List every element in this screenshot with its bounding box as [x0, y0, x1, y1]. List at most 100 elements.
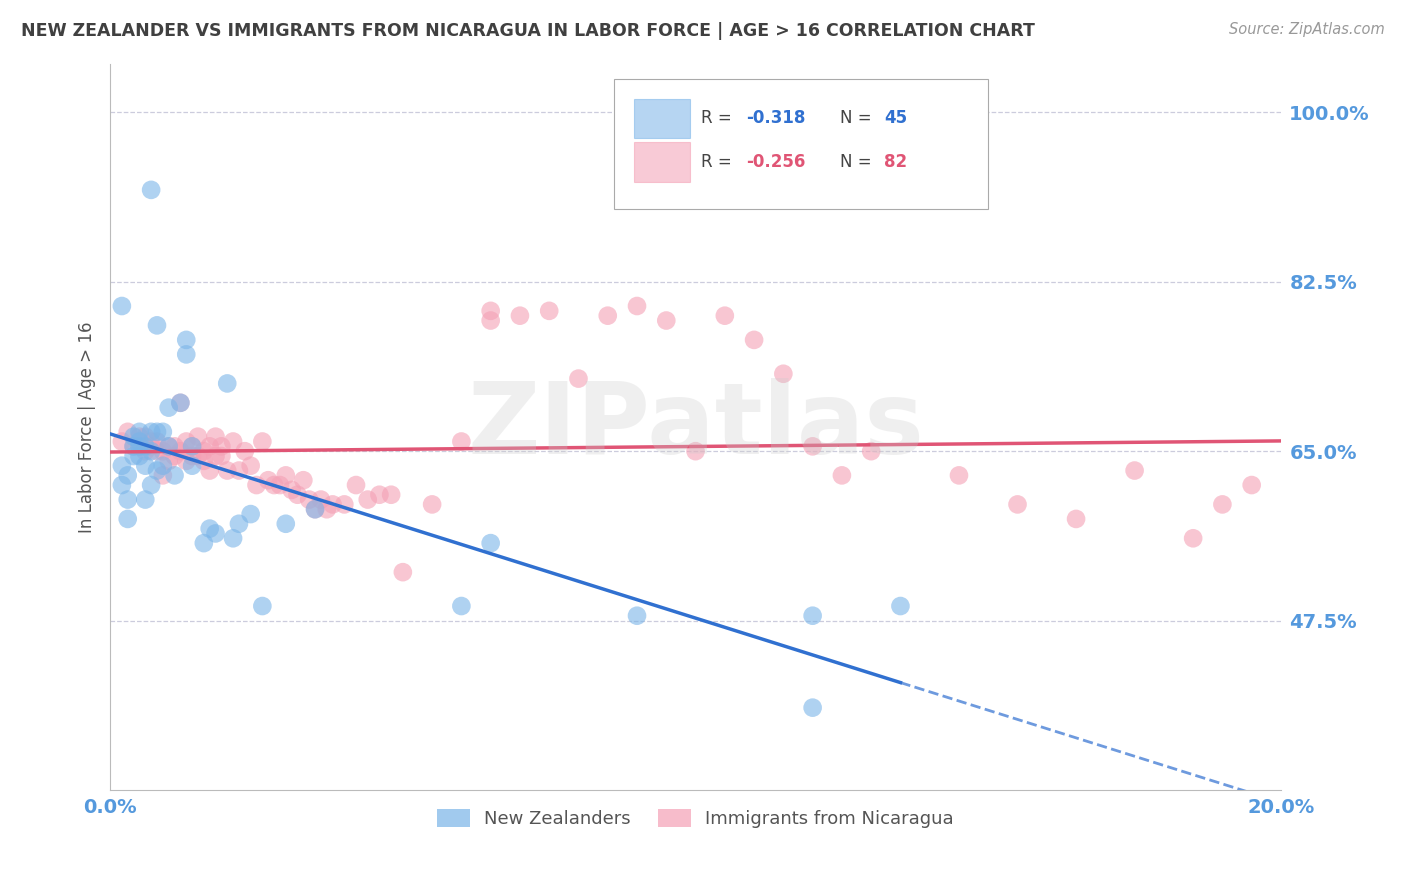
Text: R =: R =: [702, 110, 737, 128]
Point: [233, 444, 256, 458]
Point: [304, 502, 326, 516]
Point: [304, 502, 326, 516]
Point: [187, 430, 209, 444]
Point: [181, 439, 204, 453]
Point: [139, 434, 162, 449]
Point: [139, 183, 162, 197]
Point: [655, 313, 678, 327]
Y-axis label: In Labor Force | Age > 16: In Labor Force | Age > 16: [79, 321, 96, 533]
Point: [1123, 464, 1146, 478]
Point: [450, 434, 472, 449]
Point: [146, 434, 169, 449]
Point: [157, 439, 180, 453]
Point: [157, 401, 180, 415]
Point: [117, 512, 139, 526]
Point: [111, 434, 134, 449]
Point: [217, 376, 239, 391]
Point: [222, 434, 245, 449]
Point: [626, 608, 648, 623]
Point: [298, 492, 321, 507]
Text: 82: 82: [884, 153, 907, 171]
Point: [193, 536, 215, 550]
Text: ZIPatlas: ZIPatlas: [467, 378, 924, 475]
Point: [122, 439, 145, 453]
Point: [134, 458, 156, 473]
Text: R =: R =: [702, 153, 737, 171]
Point: [280, 483, 302, 497]
Point: [146, 464, 169, 478]
Text: NEW ZEALANDER VS IMMIGRANTS FROM NICARAGUA IN LABOR FORCE | AGE > 16 CORRELATION: NEW ZEALANDER VS IMMIGRANTS FROM NICARAG…: [21, 22, 1035, 40]
Point: [181, 458, 204, 473]
Point: [252, 434, 274, 449]
Point: [128, 439, 150, 453]
Point: [274, 516, 297, 531]
Point: [146, 444, 169, 458]
Point: [538, 303, 561, 318]
Point: [479, 536, 502, 550]
Point: [263, 478, 285, 492]
Point: [228, 464, 250, 478]
Point: [117, 425, 139, 439]
Text: Source: ZipAtlas.com: Source: ZipAtlas.com: [1229, 22, 1385, 37]
Point: [626, 299, 648, 313]
Point: [146, 318, 169, 333]
Point: [122, 439, 145, 453]
Point: [344, 478, 367, 492]
Point: [111, 299, 134, 313]
Point: [567, 371, 589, 385]
Legend: New Zealanders, Immigrants from Nicaragua: New Zealanders, Immigrants from Nicaragu…: [430, 802, 960, 835]
Point: [509, 309, 531, 323]
Text: -0.318: -0.318: [747, 110, 806, 128]
Point: [174, 347, 197, 361]
Point: [134, 492, 156, 507]
Point: [209, 439, 232, 453]
Point: [198, 439, 221, 453]
Point: [152, 444, 174, 458]
Point: [198, 522, 221, 536]
Point: [174, 333, 197, 347]
Point: [269, 478, 291, 492]
Point: [139, 478, 162, 492]
Text: 45: 45: [884, 110, 907, 128]
Point: [128, 449, 150, 463]
Point: [181, 449, 204, 463]
Point: [257, 473, 280, 487]
Point: [181, 439, 204, 453]
Point: [193, 454, 215, 468]
Text: -0.256: -0.256: [747, 153, 806, 171]
Point: [163, 468, 186, 483]
Point: [292, 473, 315, 487]
Point: [204, 430, 226, 444]
FancyBboxPatch shape: [634, 142, 690, 182]
Text: N =: N =: [839, 110, 876, 128]
Point: [209, 449, 232, 463]
Point: [479, 303, 502, 318]
Point: [163, 449, 186, 463]
Point: [380, 488, 402, 502]
Point: [322, 497, 344, 511]
Point: [152, 458, 174, 473]
Point: [139, 425, 162, 439]
Point: [111, 458, 134, 473]
Point: [187, 449, 209, 463]
Point: [479, 313, 502, 327]
Point: [392, 565, 415, 579]
Point: [309, 492, 332, 507]
Point: [152, 425, 174, 439]
Point: [217, 464, 239, 478]
Point: [948, 468, 970, 483]
Point: [169, 396, 191, 410]
Point: [134, 430, 156, 444]
Point: [245, 478, 267, 492]
Point: [139, 444, 162, 458]
Point: [860, 444, 883, 458]
Point: [1211, 497, 1233, 511]
Point: [596, 309, 619, 323]
Point: [450, 599, 472, 613]
Point: [1182, 531, 1205, 545]
Point: [122, 430, 145, 444]
Point: [772, 367, 794, 381]
Point: [742, 333, 765, 347]
Point: [157, 439, 180, 453]
Point: [157, 454, 180, 468]
